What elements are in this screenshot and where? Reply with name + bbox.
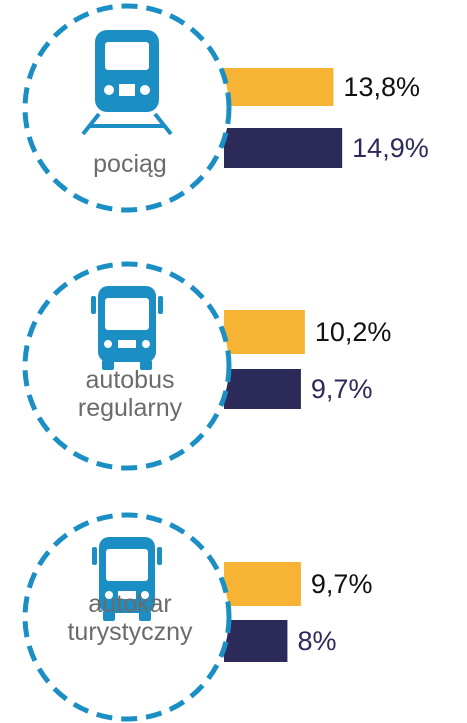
icon-wheel — [140, 360, 152, 370]
category-label: autobus regularny — [77, 366, 183, 422]
circle — [22, 512, 232, 722]
icon-mirror — [157, 547, 162, 565]
icon-window — [106, 549, 148, 581]
labels: 13,8% 14,9% 10,2% 9,7% 9,7% 8% — [297, 72, 428, 656]
icon — [81, 30, 173, 136]
bar — [224, 128, 343, 168]
value-label: 9,7% — [311, 569, 373, 599]
bar — [224, 369, 301, 409]
bar — [224, 562, 301, 606]
icon — [92, 537, 162, 621]
icon-wheel — [102, 360, 114, 370]
category-label: pociąg — [93, 150, 167, 178]
bar — [224, 68, 334, 106]
circle — [22, 261, 232, 471]
icon-light — [140, 85, 150, 95]
category-box: pociąg — [93, 150, 167, 178]
value-label: 9,7% — [311, 374, 373, 404]
icon-light — [141, 591, 149, 599]
icon — [91, 286, 163, 370]
icon-window — [105, 298, 149, 330]
icon-grille — [118, 591, 136, 599]
icon-wheel — [103, 611, 115, 621]
icon-light — [142, 340, 150, 348]
icon-mirror — [91, 296, 96, 314]
bars — [224, 68, 343, 662]
icon-mirror — [92, 547, 97, 565]
icon-grille — [118, 340, 136, 348]
icon-wheel — [139, 611, 151, 621]
icon-rails — [81, 112, 173, 136]
category-box: autokar turystyczny — [67, 590, 193, 646]
value-label: 8% — [297, 626, 336, 656]
icon-light — [104, 340, 112, 348]
bar — [224, 620, 288, 662]
value-label: 13,8% — [343, 72, 420, 102]
icon-grille — [119, 84, 135, 96]
icon-light — [104, 85, 114, 95]
value-label: 14,9% — [352, 133, 429, 163]
category-box: autobus regularny — [77, 366, 183, 422]
circles: pociąg autobus regularny autokar turystycz… — [22, 3, 232, 722]
icon-mirror — [158, 296, 163, 314]
value-label: 10,2% — [315, 317, 392, 347]
category-label: autokar turystyczny — [67, 590, 193, 646]
icon-window — [105, 42, 149, 70]
icon-light — [105, 591, 113, 599]
bar — [224, 310, 305, 354]
